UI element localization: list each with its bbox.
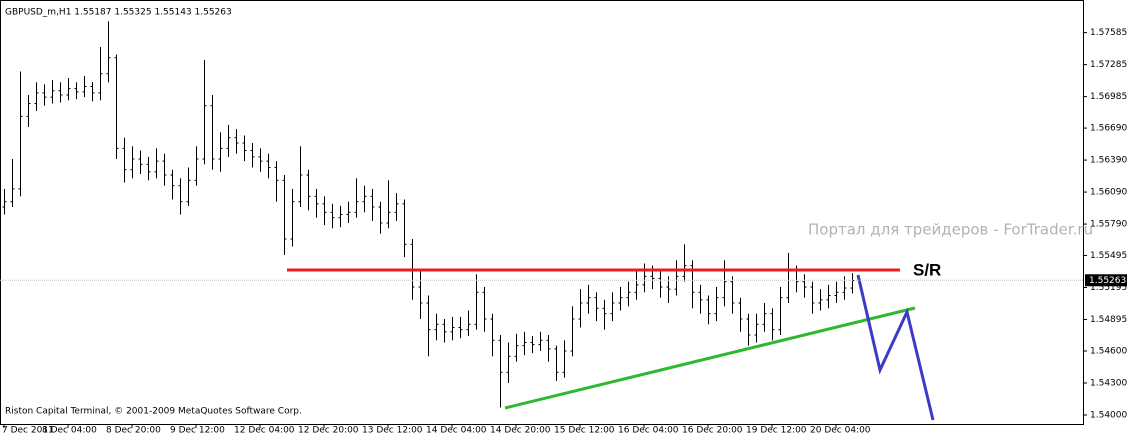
x-tick-label: 14 Dec 04:00 xyxy=(426,426,487,436)
x-tick-label: 15 Dec 12:00 xyxy=(554,426,615,436)
y-tick-label: 1.54600 xyxy=(1090,346,1127,356)
plot-frame xyxy=(0,0,1084,425)
bars xyxy=(2,21,855,408)
x-tick-label: 14 Dec 20:00 xyxy=(490,426,551,436)
y-tick-label: 1.57585 xyxy=(1090,28,1127,38)
x-tick-label: 9 Dec 12:00 xyxy=(170,426,225,436)
x-tick-label: 19 Dec 12:00 xyxy=(746,426,807,436)
x-tick-label: 12 Dec 04:00 xyxy=(234,426,295,436)
y-tick-label: 1.55790 xyxy=(1090,220,1127,230)
x-tick-label: 16 Dec 20:00 xyxy=(682,426,743,436)
x-tick-label: 8 Dec 04:00 xyxy=(42,426,97,436)
forecast-path xyxy=(856,274,935,421)
y-tick-label: 1.56390 xyxy=(1090,156,1127,166)
x-tick-label: 16 Dec 04:00 xyxy=(618,426,679,436)
x-tick-label: 12 Dec 20:00 xyxy=(298,426,359,436)
x-tick-label: 8 Dec 20:00 xyxy=(106,426,161,436)
current-price-box xyxy=(1085,274,1127,287)
x-tick-label: 13 Dec 12:00 xyxy=(362,426,423,436)
y-tick-label: 1.56690 xyxy=(1090,124,1127,134)
x-tick-label: 20 Dec 04:00 xyxy=(810,426,871,436)
y-tick-label: 1.56090 xyxy=(1090,188,1127,198)
trend-line xyxy=(504,306,916,410)
x-tick-label: 7 Dec 2011 xyxy=(2,426,54,436)
y-tick-label: 1.54895 xyxy=(1090,315,1127,325)
chart-title: GBPUSD_m,H1 1.55187 1.55325 1.55143 1.55… xyxy=(5,8,232,18)
y-tick-label: 1.55495 xyxy=(1090,251,1127,261)
y-tick-label: 1.54300 xyxy=(1090,378,1127,388)
footnote: Riston Capital Terminal, © 2001-2009 Met… xyxy=(5,407,302,417)
annotation: S/R xyxy=(913,260,941,279)
y-tick-label: 1.57285 xyxy=(1090,60,1127,70)
y-tick-label: 1.56985 xyxy=(1090,92,1127,102)
current-price-label: 1.55263 xyxy=(1089,276,1126,286)
y-tick-label: 1.54000 xyxy=(1090,410,1127,420)
watermark: Портал для трейдеров - ForTrader.ru xyxy=(808,221,1093,239)
y-tick-label: 1.55195 xyxy=(1090,283,1127,293)
